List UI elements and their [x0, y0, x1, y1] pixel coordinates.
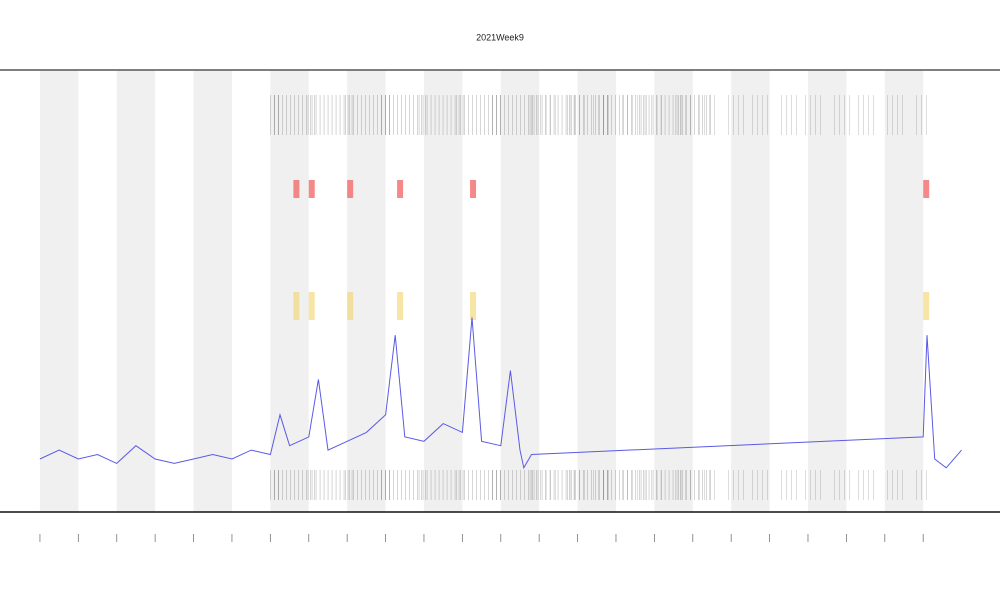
band [577, 70, 616, 512]
alert-mark [923, 180, 930, 198]
warn-mark [347, 292, 354, 320]
band [116, 70, 156, 512]
warn-mark [308, 292, 315, 320]
band [884, 70, 924, 512]
band [731, 70, 770, 512]
alert-mark [397, 180, 404, 198]
alert-mark [470, 180, 477, 198]
band [423, 70, 463, 512]
band [193, 70, 232, 512]
warn-mark [470, 292, 477, 320]
band [807, 70, 847, 512]
warn-mark [923, 292, 930, 320]
chart-title: 2021Week9 [476, 32, 524, 42]
alert-mark [293, 180, 300, 198]
band [270, 70, 309, 512]
alert-mark [308, 180, 315, 198]
alert-mark [347, 180, 354, 198]
warn-mark [397, 292, 404, 320]
band [654, 70, 693, 512]
data-line [39, 317, 962, 470]
band [500, 70, 540, 512]
warn-mark [293, 292, 300, 320]
band [39, 70, 79, 512]
band [347, 70, 386, 512]
